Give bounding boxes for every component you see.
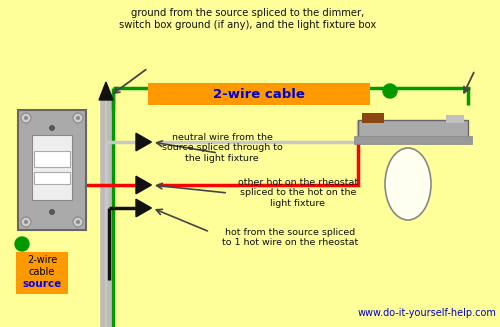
Bar	[358, 120, 468, 142]
Circle shape	[49, 125, 55, 131]
Circle shape	[21, 217, 31, 227]
Bar	[34, 151, 70, 167]
Circle shape	[73, 113, 83, 123]
Polygon shape	[136, 199, 152, 217]
Bar	[18, 110, 86, 230]
Circle shape	[73, 217, 83, 227]
Circle shape	[383, 84, 397, 98]
Circle shape	[76, 116, 80, 120]
Bar	[354, 136, 472, 144]
Circle shape	[24, 220, 28, 224]
Text: ground from the source spliced to the dimmer,
switch box ground (if any), and th: ground from the source spliced to the di…	[120, 8, 376, 30]
Bar	[362, 113, 384, 123]
Circle shape	[21, 113, 31, 123]
Circle shape	[24, 116, 28, 120]
Text: hot from the source spliced
to 1 hot wire on the rheostat: hot from the source spliced to 1 hot wir…	[222, 228, 358, 248]
Circle shape	[15, 237, 29, 251]
Bar	[148, 83, 370, 105]
Text: source: source	[22, 279, 62, 289]
Bar	[32, 135, 72, 200]
Text: www.do-it-yourself-help.com: www.do-it-yourself-help.com	[357, 308, 496, 318]
Polygon shape	[136, 133, 152, 151]
Ellipse shape	[385, 148, 431, 220]
Polygon shape	[136, 176, 152, 194]
Polygon shape	[99, 82, 113, 100]
Text: 2-wire cable: 2-wire cable	[213, 88, 305, 100]
Bar	[16, 252, 68, 294]
Bar	[446, 115, 464, 123]
Text: other hot on the rheostat
spliced to the hot on the
light fixture: other hot on the rheostat spliced to the…	[238, 178, 358, 208]
Circle shape	[76, 220, 80, 224]
Bar	[34, 172, 70, 184]
Text: neutral wire from the
source spliced through to
the light fixture: neutral wire from the source spliced thr…	[162, 133, 282, 163]
Circle shape	[49, 209, 55, 215]
Text: 2-wire
cable: 2-wire cable	[27, 255, 57, 277]
